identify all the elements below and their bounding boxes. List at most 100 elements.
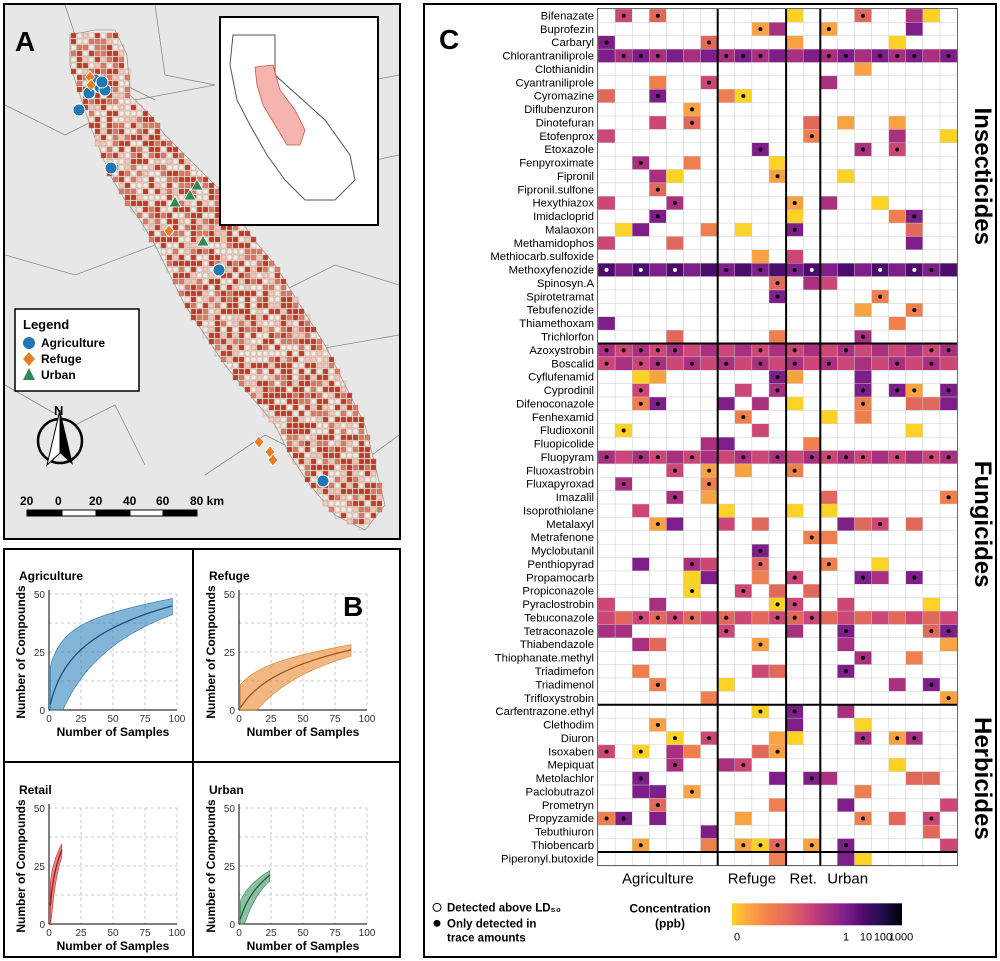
heatmap-cell — [768, 329, 787, 344]
heatmap-cell — [939, 196, 958, 210]
grid-cell — [256, 278, 263, 285]
grid-cell — [148, 200, 155, 207]
heatmap-cell — [888, 316, 907, 331]
heatmap-cell — [700, 102, 718, 117]
heatmap-cell — [837, 851, 855, 866]
heatmap-cell — [785, 744, 804, 759]
grid-cell — [196, 296, 203, 303]
heatmap-cell — [683, 263, 701, 277]
heatmap-cell — [683, 89, 701, 103]
grid-cell — [196, 170, 203, 177]
grid-cell — [250, 332, 257, 339]
grid-cell — [166, 188, 173, 195]
compound-label: Bifenazate — [541, 10, 594, 22]
heatmap-cell — [751, 62, 770, 77]
y-tick-label: 25 — [224, 862, 236, 873]
grid-cell — [214, 302, 221, 309]
grid-cell — [256, 266, 263, 273]
heatmap-cell — [631, 329, 650, 344]
heatmap-cell — [939, 329, 958, 344]
grid-cell — [112, 140, 119, 147]
grid-cell — [106, 38, 113, 45]
heatmap-cell — [631, 182, 650, 197]
grid-cell — [274, 278, 281, 285]
grid-cell — [280, 344, 287, 351]
y-tick-label: 25 — [224, 648, 236, 659]
heatmap-cell — [820, 423, 838, 438]
heatmap-cell — [888, 155, 907, 170]
grid-cell — [70, 32, 77, 39]
heatmap-cell — [854, 102, 872, 117]
grid-cell — [166, 158, 173, 165]
grid-cell — [160, 218, 167, 225]
grid-cell — [142, 152, 149, 159]
grid-cell — [130, 110, 137, 117]
grid-cell — [316, 380, 323, 387]
grid-cell — [184, 254, 191, 261]
grid-cell — [274, 422, 281, 429]
grid-cell — [346, 446, 353, 453]
grid-cell — [298, 338, 305, 345]
heatmap-cell — [631, 651, 650, 665]
grid-cell — [346, 398, 353, 405]
heatmap-cell — [905, 396, 924, 411]
grid-cell — [190, 248, 197, 255]
heatmap-cell — [922, 209, 941, 224]
grid-cell — [352, 518, 359, 525]
trace-dot — [895, 388, 900, 393]
trace-dot — [843, 843, 848, 848]
heatmap-cell — [888, 610, 907, 625]
grid-cell — [226, 284, 233, 291]
heatmap-cell — [734, 343, 753, 358]
heatmap-cell — [820, 624, 838, 639]
heatmap-cell — [888, 771, 907, 786]
heatmap-cell — [854, 75, 872, 90]
grid-cell — [328, 404, 335, 411]
grid-cell — [76, 74, 83, 81]
grid-cell — [184, 272, 191, 279]
trace-dot — [758, 843, 763, 848]
heatmap-cell — [939, 356, 958, 371]
grid-cell — [364, 494, 371, 501]
grid-cell — [358, 476, 365, 483]
heatmap-cell — [614, 624, 633, 639]
grid-cell — [142, 170, 149, 177]
heatmap-cell — [631, 490, 650, 505]
y-tick-label: 50 — [34, 590, 46, 601]
grid-cell — [202, 230, 209, 237]
heatmap-cell — [631, 811, 650, 826]
grid-cell — [334, 392, 341, 399]
trace-dot — [929, 361, 934, 366]
heatmap-cell — [837, 597, 855, 612]
grid-cell — [316, 410, 323, 417]
grid-cell — [244, 272, 251, 279]
grid-cell — [286, 398, 293, 405]
grid-cell — [124, 122, 131, 129]
heatmap-cell — [888, 436, 907, 451]
grid-cell — [358, 446, 365, 453]
heatmap-cell — [666, 89, 684, 103]
trace-dot — [878, 267, 883, 272]
heatmap-cell — [768, 771, 787, 786]
grid-cell — [286, 416, 293, 423]
x-tick-label: 50 — [107, 928, 119, 939]
heatmap-cell — [666, 142, 684, 157]
heatmap-cell — [854, 677, 872, 692]
grid-cell — [190, 218, 197, 225]
compound-label: Propiconazole — [522, 586, 594, 598]
grid-cell — [238, 296, 245, 303]
heatmap-cell — [922, 48, 941, 63]
heatmap-cell — [837, 570, 855, 585]
grid-cell — [112, 74, 119, 81]
grid-cell — [100, 68, 107, 75]
grid-cell — [124, 128, 131, 135]
heatmap-cell — [871, 410, 889, 424]
grid-cell — [136, 170, 143, 177]
grid-cell — [118, 110, 125, 117]
trace-dot — [946, 53, 951, 58]
heatmap-cell — [820, 35, 838, 50]
grid-cell — [76, 68, 83, 75]
trace-dot — [809, 134, 814, 139]
heatmap-cell — [922, 691, 941, 705]
heatmap-cell — [854, 209, 872, 224]
